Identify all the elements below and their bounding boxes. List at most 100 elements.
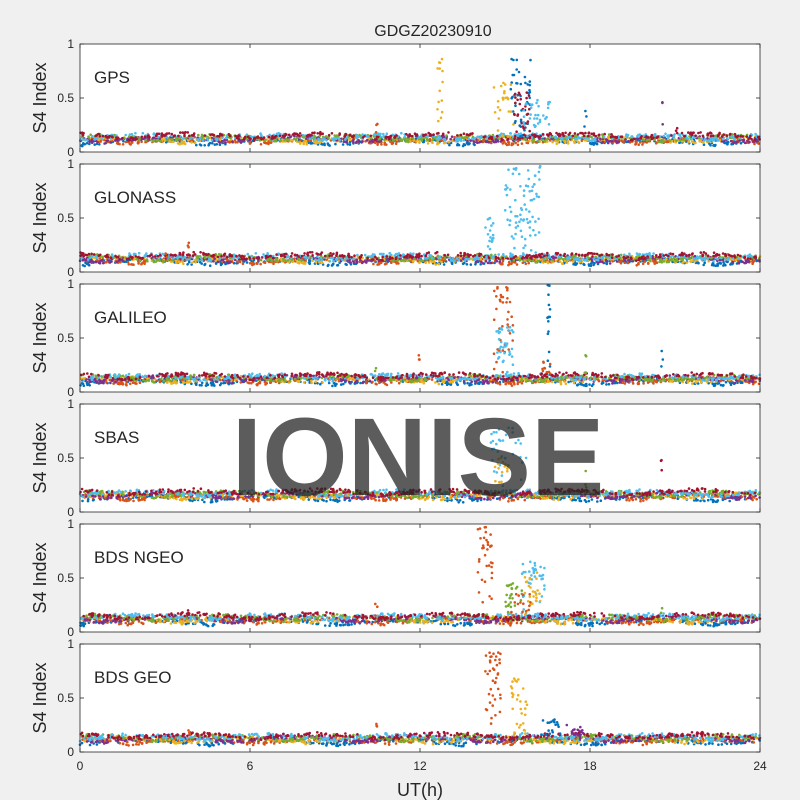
data-point (279, 139, 283, 142)
data-point (528, 96, 531, 100)
data-point (335, 252, 339, 256)
data-point (734, 135, 737, 138)
data-point (528, 90, 532, 94)
data-point (573, 263, 576, 266)
data-point (391, 141, 395, 145)
data-point (571, 134, 575, 138)
data-point (734, 258, 738, 262)
data-point (730, 142, 733, 146)
data-point (332, 259, 335, 263)
data-point (79, 138, 82, 141)
data-point (537, 231, 541, 234)
data-point (648, 253, 652, 257)
data-point (519, 254, 522, 258)
data-point (716, 264, 719, 267)
data-point (620, 135, 624, 138)
data-point (334, 137, 338, 140)
data-point (368, 140, 372, 143)
data-point (303, 252, 306, 255)
data-point (127, 257, 130, 260)
data-point (703, 139, 706, 142)
data-point (417, 253, 421, 256)
data-point (657, 140, 660, 144)
data-point (641, 143, 644, 146)
data-point (162, 260, 165, 263)
data-point (526, 134, 529, 138)
data-point (638, 141, 642, 144)
data-point (87, 263, 90, 267)
data-point (502, 253, 505, 256)
data-point (105, 253, 109, 257)
data-point (722, 133, 726, 136)
data-point (706, 132, 710, 135)
data-point (438, 255, 442, 259)
data-point (418, 141, 421, 144)
data-point (303, 262, 307, 265)
data-point (436, 67, 439, 70)
data-point (206, 139, 210, 142)
data-point (348, 261, 352, 264)
data-point (368, 259, 372, 262)
data-point (234, 141, 237, 144)
data-point (601, 140, 604, 144)
data-point (411, 137, 415, 140)
data-point (605, 252, 608, 256)
data-point (583, 258, 586, 262)
data-point (83, 143, 86, 146)
data-point (80, 251, 84, 255)
data-point (568, 131, 572, 135)
data-point (317, 138, 320, 142)
data-point (455, 257, 459, 260)
data-point (173, 253, 177, 257)
data-point (389, 134, 392, 138)
data-point (260, 255, 264, 259)
data-point (497, 253, 501, 256)
data-point (385, 143, 388, 146)
data-point (317, 259, 321, 262)
data-point (308, 137, 312, 140)
data-point (610, 256, 614, 260)
data-point (385, 132, 389, 135)
data-point (655, 261, 659, 265)
data-point (179, 131, 182, 134)
data-point (515, 263, 519, 266)
data-point (380, 258, 384, 262)
data-point (216, 260, 220, 264)
data-point (246, 135, 250, 139)
data-point (438, 61, 442, 65)
data-point (190, 141, 193, 144)
data-point (467, 142, 471, 146)
data-point (528, 139, 531, 143)
data-point (311, 131, 314, 135)
data-point (711, 138, 715, 142)
data-point (407, 259, 411, 262)
data-point (525, 254, 529, 257)
data-point (506, 97, 510, 101)
data-point (721, 137, 725, 141)
data-point (269, 139, 272, 142)
data-point (529, 234, 532, 237)
data-point (121, 143, 125, 146)
data-point (503, 83, 507, 86)
data-point (496, 100, 500, 103)
data-point (638, 252, 641, 256)
data-point (579, 136, 582, 140)
data-point (687, 141, 690, 144)
data-point (225, 255, 229, 259)
data-point (537, 139, 540, 143)
data-point (519, 97, 522, 101)
data-point (527, 261, 530, 265)
data-point (222, 254, 226, 257)
data-point (547, 123, 551, 126)
data-point (449, 137, 452, 141)
data-point (753, 142, 756, 146)
data-point (287, 139, 290, 142)
data-point (212, 259, 215, 263)
data-point (329, 252, 332, 255)
data-point (743, 256, 746, 260)
data-point (267, 142, 270, 146)
data-point (525, 96, 528, 100)
data-point (665, 257, 668, 261)
data-point (675, 131, 679, 135)
data-point (559, 133, 562, 136)
